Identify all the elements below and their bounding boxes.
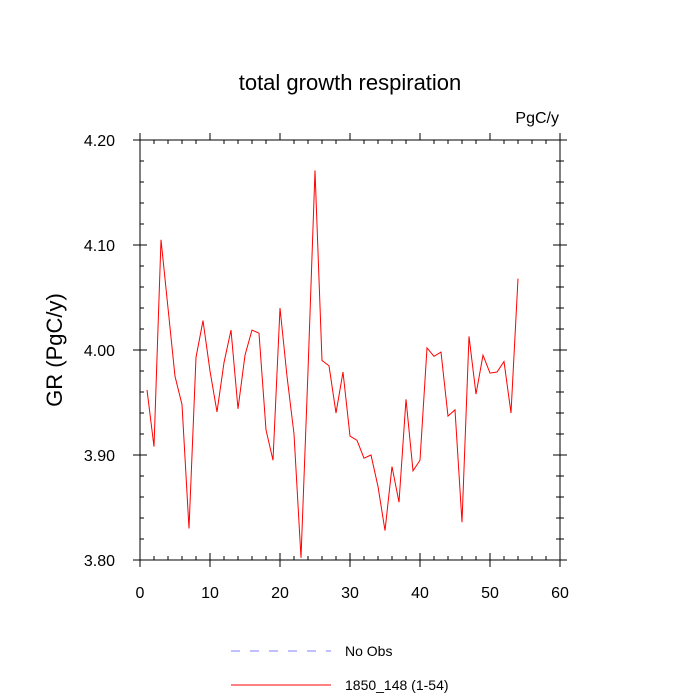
x-tick-label: 0 <box>136 585 145 602</box>
legend-label-1850-148: 1850_148 (1-54) <box>345 677 449 693</box>
x-tick-label: 60 <box>551 585 569 602</box>
x-tick-label: 30 <box>341 585 359 602</box>
y-axis-label: GR (PgC/y) <box>42 293 67 407</box>
x-tick-label: 50 <box>481 585 499 602</box>
series-line-1 <box>146 170 519 558</box>
y-tick-label: 4.10 <box>84 238 115 255</box>
x-tick-label: 10 <box>201 585 219 602</box>
x-tick-label: 20 <box>271 585 289 602</box>
tick-label-layer: 0 10 20 30 40 50 60 3.80 3.90 4.00 4.10 4.20 <box>84 133 569 602</box>
units-label: PgC/y <box>515 110 559 127</box>
chart-title: total growth respiration <box>239 70 462 95</box>
y-tick-label: 3.90 <box>84 448 115 465</box>
legend: No Obs 1850_148 (1-54) <box>231 643 449 693</box>
plot-frame <box>139 139 561 561</box>
data-layer <box>146 170 519 558</box>
x-tick-label: 40 <box>411 585 429 602</box>
legend-label-no-obs: No Obs <box>345 643 392 659</box>
y-tick-label: 4.20 <box>84 133 115 150</box>
y-tick-label: 3.80 <box>84 553 115 570</box>
y-tick-label: 4.00 <box>84 343 115 360</box>
tick-layer <box>133 133 567 567</box>
